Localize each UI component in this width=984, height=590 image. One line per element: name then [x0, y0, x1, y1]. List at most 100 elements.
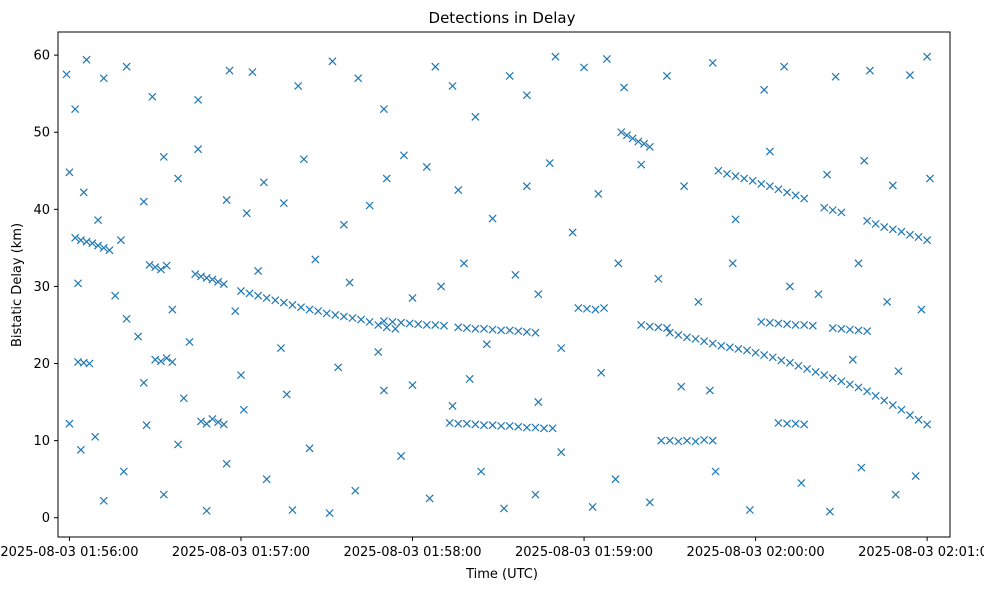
data-point	[71, 233, 80, 242]
data-point	[379, 105, 388, 114]
data-point	[119, 467, 128, 476]
data-point	[62, 70, 71, 79]
data-point	[780, 62, 789, 71]
y-tick-label: 30	[33, 280, 50, 295]
data-point	[65, 419, 74, 428]
data-point	[488, 421, 497, 430]
data-point	[405, 319, 414, 328]
data-point	[236, 287, 245, 296]
data-point	[305, 444, 314, 453]
data-point	[162, 261, 171, 270]
data-point	[348, 314, 357, 323]
data-point	[897, 405, 906, 414]
data-point	[422, 320, 431, 330]
data-point	[863, 387, 872, 396]
data-point	[448, 401, 457, 410]
data-point	[548, 424, 557, 433]
data-point	[431, 320, 440, 330]
data-point	[708, 58, 717, 67]
data-point	[479, 324, 489, 333]
data-point	[151, 355, 160, 364]
data-point	[219, 420, 228, 429]
data-point	[828, 206, 837, 215]
data-point	[382, 174, 391, 183]
data-point	[674, 330, 683, 340]
data-point	[777, 356, 786, 365]
data-point	[465, 374, 474, 383]
data-point	[634, 137, 643, 146]
data-point	[925, 174, 935, 183]
data-point	[282, 390, 291, 399]
data-point	[657, 436, 666, 445]
data-point	[917, 305, 926, 314]
data-point	[863, 216, 872, 225]
data-point	[682, 436, 691, 445]
data-point	[628, 134, 637, 143]
data-point	[905, 230, 914, 239]
data-point	[271, 296, 280, 305]
data-point	[540, 424, 549, 433]
data-point	[785, 358, 794, 367]
data-point	[479, 421, 489, 430]
data-point	[785, 282, 794, 291]
data-point	[700, 435, 709, 444]
data-point	[654, 274, 663, 283]
y-tick-label: 10	[33, 434, 50, 449]
data-point	[168, 305, 177, 314]
data-point	[923, 52, 932, 61]
data-point	[294, 81, 303, 90]
data-point	[682, 333, 691, 342]
data-point	[139, 197, 148, 206]
data-point	[445, 418, 454, 427]
data-point	[600, 303, 609, 313]
data-point	[454, 419, 463, 428]
data-point	[854, 259, 863, 268]
data-point	[239, 405, 248, 414]
data-point	[708, 339, 717, 348]
data-point	[322, 309, 331, 318]
data-point	[731, 172, 740, 181]
data-point	[820, 203, 829, 212]
data-point	[357, 315, 366, 324]
data-point	[505, 421, 514, 431]
data-point	[379, 386, 388, 395]
data-point	[880, 223, 889, 232]
data-point	[765, 147, 774, 156]
data-point	[794, 361, 803, 370]
data-point	[254, 291, 263, 300]
data-point	[262, 475, 271, 484]
data-point	[305, 305, 314, 314]
data-point	[351, 486, 360, 495]
data-point	[765, 182, 774, 191]
data-point	[276, 344, 286, 353]
data-point	[905, 71, 914, 80]
data-point	[894, 367, 903, 376]
data-point	[299, 155, 308, 164]
data-point	[522, 423, 531, 432]
data-point	[522, 91, 531, 100]
data-point	[811, 367, 820, 377]
x-tick-label: 2025-08-03 01:58:00	[343, 545, 481, 560]
data-point	[814, 290, 823, 299]
data-point	[82, 237, 91, 246]
data-point	[845, 325, 854, 334]
data-point	[611, 475, 620, 484]
data-point	[388, 317, 397, 326]
data-point	[202, 273, 211, 282]
data-point	[208, 415, 217, 424]
x-tick-label: 2025-08-03 01:59:00	[515, 545, 653, 560]
data-point	[194, 95, 203, 104]
plot-frame	[57, 31, 951, 538]
y-tick-label: 20	[33, 357, 50, 372]
data-point	[871, 219, 880, 229]
data-point	[617, 128, 626, 137]
data-point	[677, 382, 686, 391]
data-point	[803, 364, 812, 373]
data-point	[854, 326, 863, 335]
data-point	[339, 220, 348, 229]
data-point	[582, 304, 591, 313]
data-point	[828, 324, 837, 333]
data-point	[414, 320, 423, 329]
data-point	[179, 394, 188, 403]
data-point	[742, 346, 752, 355]
